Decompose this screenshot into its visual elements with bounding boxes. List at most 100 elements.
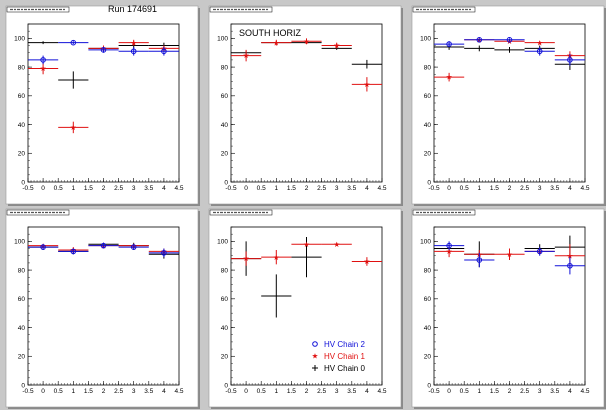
y-tick-label: 60 <box>424 296 432 303</box>
chain1-point: ★ <box>273 253 280 262</box>
chain1-point: ★ <box>243 254 250 263</box>
panel-annotation: SOUTH HORIZ <box>239 28 302 38</box>
x-tick-label: 4.5 <box>174 185 183 192</box>
pad-6: -0.500.511.522.533.544.5020406080100★★★★… <box>411 208 606 409</box>
y-tick-label: 100 <box>217 36 228 43</box>
chain2-point <box>536 48 543 55</box>
chain2-point <box>70 39 77 46</box>
x-tick-label: 4 <box>162 185 166 192</box>
y-tick-label: 0 <box>21 382 25 389</box>
pad-background <box>5 5 199 205</box>
chain1-point: ★ <box>273 38 280 47</box>
x-tick-label: 3 <box>335 388 339 395</box>
y-tick-label: 100 <box>420 239 431 246</box>
x-tick-label: 4 <box>365 185 369 192</box>
x-tick-label: 2 <box>508 185 512 192</box>
x-tick-label: 2 <box>508 388 512 395</box>
y-tick-label: 80 <box>221 267 229 274</box>
chain2-point <box>130 244 137 250</box>
chain1-point: ★ <box>536 38 543 47</box>
x-tick-label: 1.5 <box>84 185 93 192</box>
y-tick-label: 100 <box>14 36 25 43</box>
chain2-point <box>100 47 107 53</box>
x-tick-label: 4 <box>568 388 572 395</box>
x-tick-label: 0.5 <box>460 185 469 192</box>
chain1-point: ★ <box>333 240 340 249</box>
y-tick-label: 0 <box>427 382 431 389</box>
x-tick-label: 4 <box>568 185 572 192</box>
chain1-point: ★ <box>506 250 513 259</box>
x-tick-label: 2.5 <box>114 388 123 395</box>
pad-3: -0.500.511.522.533.544.5020406080100★★★★… <box>411 5 606 206</box>
y-tick-label: 80 <box>18 64 26 71</box>
chain1-point: ★ <box>364 80 371 89</box>
x-tick-label: 4 <box>365 388 369 395</box>
y-tick-label: 0 <box>21 179 25 186</box>
y-tick-label: 0 <box>224 179 228 186</box>
chain2-point <box>567 57 573 63</box>
x-tick-label: 1 <box>274 185 278 192</box>
chain1-point: ★ <box>567 251 574 260</box>
x-tick-label: 2 <box>305 185 309 192</box>
chain2-point <box>506 37 513 43</box>
x-tick-label: 0 <box>244 388 248 395</box>
y-tick-label: 80 <box>424 267 432 274</box>
legend-label-chain1: HV Chain 1 <box>324 352 365 361</box>
y-tick-label: 40 <box>424 122 432 129</box>
pad-background <box>208 5 402 205</box>
x-tick-label: 0.5 <box>54 388 63 395</box>
y-tick-label: 20 <box>18 354 26 361</box>
y-tick-label: 20 <box>18 151 26 158</box>
chain2-point <box>70 248 77 255</box>
y-tick-label: 20 <box>221 354 229 361</box>
x-tick-label: 2.5 <box>520 185 529 192</box>
chain2-point <box>130 48 137 55</box>
pad-background <box>208 208 402 408</box>
y-tick-label: 60 <box>424 93 432 100</box>
x-tick-label: 3.5 <box>144 388 153 395</box>
x-tick-label: 1 <box>274 388 278 395</box>
pad-background <box>411 5 605 205</box>
y-tick-label: 40 <box>18 325 26 332</box>
x-tick-label: -0.5 <box>428 388 440 395</box>
x-tick-label: 4 <box>162 388 166 395</box>
y-tick-label: 40 <box>221 325 229 332</box>
chain1-point: ★ <box>446 247 453 256</box>
chain2-point <box>446 41 452 47</box>
pad-4: -0.500.511.522.533.544.5020406080100★★★★… <box>5 208 200 409</box>
x-tick-label: 4.5 <box>377 185 386 192</box>
chain1-point: ★ <box>333 41 340 50</box>
chain1-point: ★ <box>130 38 137 47</box>
x-tick-label: 1 <box>71 388 75 395</box>
pad-1: -0.500.511.522.533.544.5020406080100★★★★… <box>5 5 200 206</box>
x-tick-label: 3.5 <box>550 185 559 192</box>
x-tick-label: 3 <box>335 185 339 192</box>
y-tick-label: 60 <box>221 296 229 303</box>
pad-background <box>5 208 199 408</box>
chain1-point: ★ <box>446 73 453 82</box>
y-tick-label: 20 <box>424 354 432 361</box>
x-tick-label: 2.5 <box>317 185 326 192</box>
chain2-point <box>476 257 483 263</box>
chain1-point: ★ <box>40 64 47 73</box>
x-tick-label: 3.5 <box>550 388 559 395</box>
run-label: Run 174691 <box>108 4 157 14</box>
x-tick-label: 1 <box>477 388 481 395</box>
x-tick-label: 2.5 <box>317 388 326 395</box>
chain1-point: ★ <box>364 257 371 266</box>
y-tick-label: 0 <box>427 179 431 186</box>
x-tick-label: 0.5 <box>257 185 266 192</box>
x-tick-label: 0.5 <box>460 388 469 395</box>
x-tick-label: 4.5 <box>377 388 386 395</box>
y-tick-label: 40 <box>424 325 432 332</box>
legend-label-chain0: HV Chain 0 <box>324 364 365 373</box>
legend-marker-chain1: ★ <box>312 352 319 361</box>
x-tick-label: 0.5 <box>257 388 266 395</box>
y-tick-label: 100 <box>420 36 431 43</box>
x-tick-label: 3.5 <box>144 185 153 192</box>
chain2-point <box>567 262 573 269</box>
x-tick-label: 0 <box>244 185 248 192</box>
x-tick-label: 3 <box>538 185 542 192</box>
chain2-point <box>100 242 107 249</box>
